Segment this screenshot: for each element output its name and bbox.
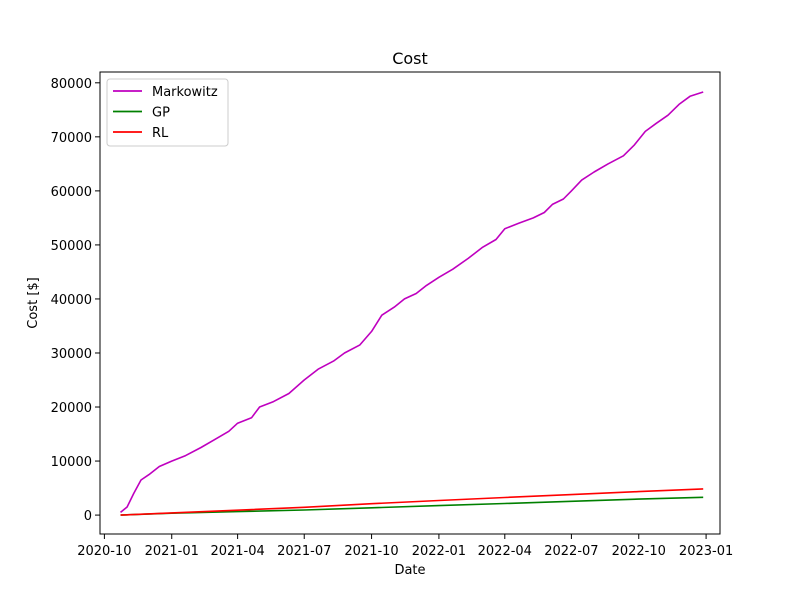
y-tick-label: 10000 bbox=[51, 455, 92, 470]
x-tick-label: 2023-01 bbox=[679, 544, 733, 559]
y-tick-label: 0 bbox=[84, 509, 92, 524]
legend-label-rl: RL bbox=[152, 126, 169, 141]
x-tick-label: 2022-07 bbox=[544, 544, 598, 559]
plot-area bbox=[119, 91, 704, 516]
y-tick-label: 50000 bbox=[51, 239, 92, 254]
y-tick-label: 30000 bbox=[51, 347, 92, 362]
y-tick-label: 40000 bbox=[51, 293, 92, 308]
series-line-rl bbox=[120, 488, 704, 516]
series-line-gp bbox=[120, 496, 704, 516]
y-tick-label: 60000 bbox=[51, 185, 92, 200]
y-axis: 0 10000 20000 30000 40000 50000 60000 70000 8000… bbox=[51, 77, 100, 524]
y-tick-label: 70000 bbox=[51, 131, 92, 146]
x-tick-label: 2021-04 bbox=[210, 544, 264, 559]
legend-box bbox=[106, 78, 229, 147]
x-axis: 2020-10 2021-01 2021-04 2021-07 2021-10 2022-… bbox=[77, 534, 733, 559]
x-tick-label: 2022-04 bbox=[478, 544, 532, 559]
series-line-markowitz bbox=[119, 91, 704, 514]
legend-label-gp: GP bbox=[152, 106, 170, 121]
x-tick-label: 2021-01 bbox=[145, 544, 199, 559]
x-axis-label: Date bbox=[394, 563, 425, 578]
legend-label-markowitz: Markowitz bbox=[152, 85, 218, 100]
x-tick-label: 2022-01 bbox=[412, 544, 466, 559]
y-tick-label: 20000 bbox=[51, 401, 92, 416]
y-tick-label: 80000 bbox=[51, 77, 92, 92]
x-tick-label: 2020-10 bbox=[77, 544, 131, 559]
x-tick-label: 2021-10 bbox=[344, 544, 398, 559]
legend: Markowitz GP RL bbox=[106, 78, 229, 147]
x-tick-label: 2021-07 bbox=[277, 544, 331, 559]
plot-frame bbox=[99, 71, 721, 535]
y-axis-label: Cost [$] bbox=[26, 277, 41, 328]
chart-title: Cost bbox=[392, 49, 428, 68]
x-tick-label: 2022-10 bbox=[612, 544, 666, 559]
